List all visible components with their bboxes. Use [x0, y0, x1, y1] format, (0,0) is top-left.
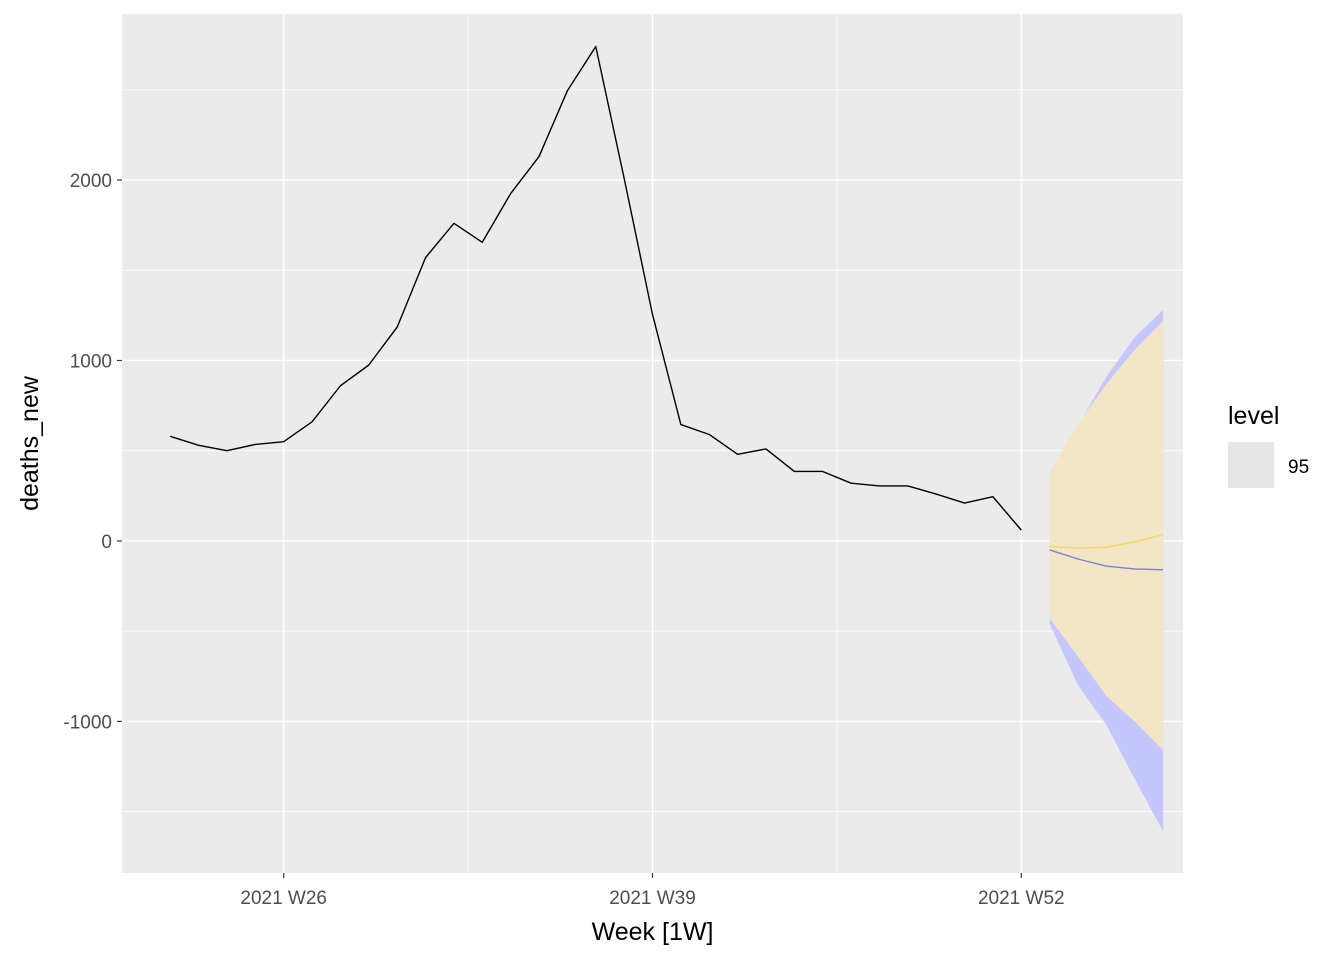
x-tick-label: 2021 W26 [240, 888, 327, 909]
x-axis-title: Week [1W] [592, 918, 714, 946]
forecast-intervals [1049, 309, 1164, 832]
y-tick-label: 1000 [70, 351, 112, 372]
legend: level 95 [1228, 402, 1309, 488]
series-line-1 [1049, 549, 1164, 571]
series-line-0 [170, 45, 1022, 531]
y-axis-title: deaths_new [16, 375, 44, 511]
y-tick-label: 0 [101, 532, 112, 553]
series-lines [170, 45, 1164, 571]
legend-title: level [1228, 402, 1279, 430]
x-tick-label: 2021 W52 [978, 888, 1065, 909]
legend-label-95: 95 [1288, 457, 1309, 478]
y-axis: -1000 0 1000 2000 [63, 171, 122, 733]
y-tick-label: -1000 [63, 712, 112, 733]
x-tick-label: 2021 W39 [609, 888, 696, 909]
major-gridlines [122, 14, 1183, 873]
x-axis: 2021 W26 2021 W39 2021 W52 [240, 873, 1065, 909]
series-line-2 [1049, 533, 1164, 549]
interval-band-2 [1049, 320, 1164, 751]
y-tick-label: 2000 [70, 171, 112, 192]
legend-key-95 [1228, 442, 1274, 488]
